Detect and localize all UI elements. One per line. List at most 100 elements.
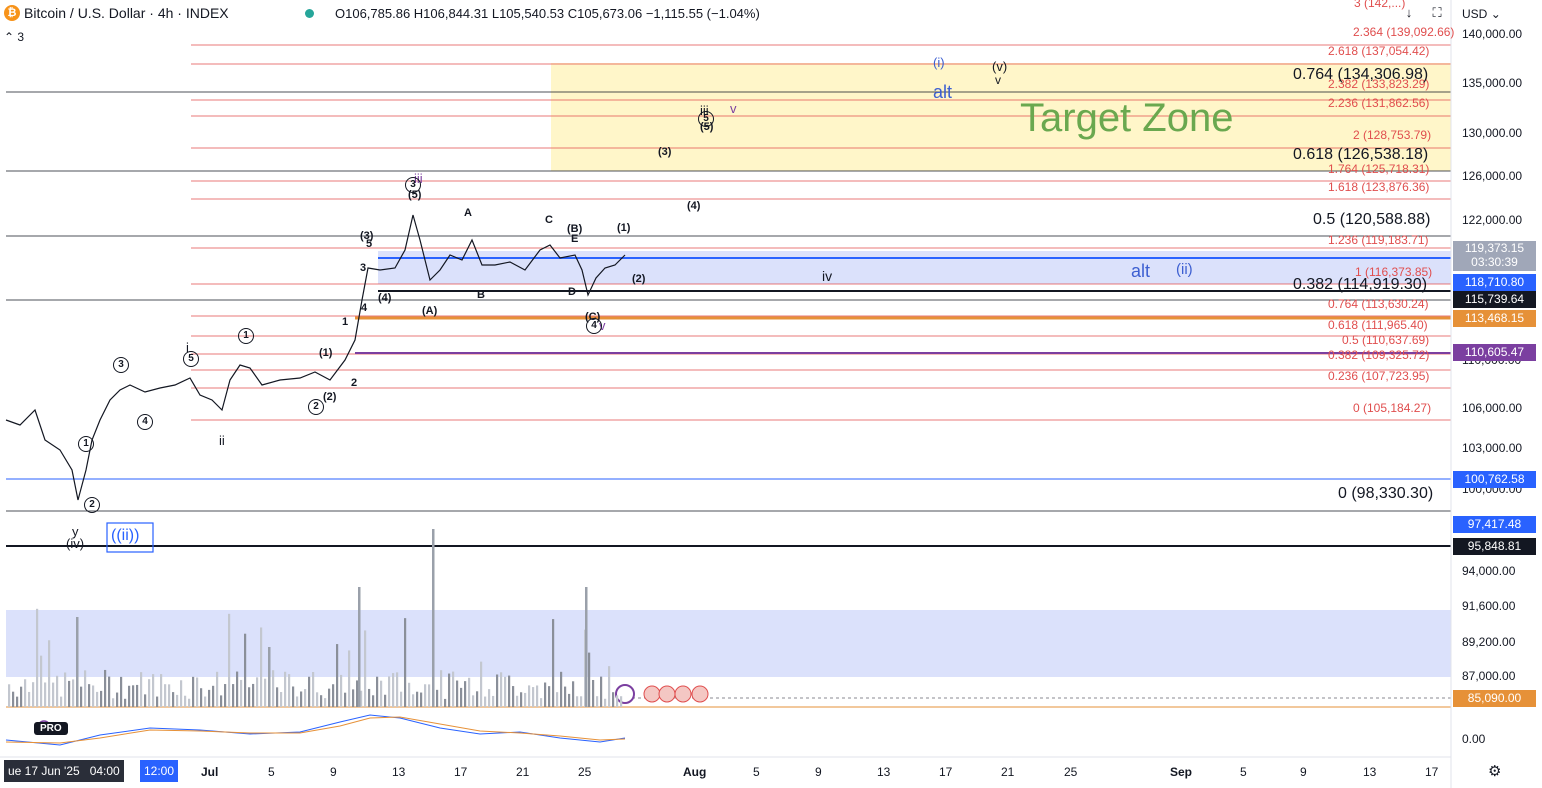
circle-3a: 3 bbox=[113, 357, 129, 373]
price-label-value: 100,762.58 bbox=[1464, 472, 1525, 486]
price-label-value: 118,710.80 bbox=[1464, 275, 1525, 289]
fib-level-label: 2.364 (139,092.66) bbox=[1353, 25, 1455, 39]
currency-label: USD bbox=[1462, 7, 1488, 21]
target-zone-label: Target Zone bbox=[1020, 96, 1234, 140]
fib-level-label: 1.618 (123,876.36) bbox=[1328, 180, 1430, 194]
x-tick: Jul bbox=[201, 765, 219, 779]
price-line bbox=[5, 214, 626, 501]
x-tick: 21 bbox=[516, 765, 530, 779]
price-label-value: 119,373.15 bbox=[1464, 241, 1525, 255]
black-levels bbox=[6, 91, 1451, 512]
fib-level-label: 3 (142,...) bbox=[1354, 0, 1406, 10]
y-tick: 106,000.00 bbox=[1462, 401, 1523, 415]
wave-4: 4 bbox=[361, 302, 368, 314]
y-tick: 130,000.00 bbox=[1462, 126, 1523, 140]
wave-D: D bbox=[568, 286, 576, 298]
fib-big-label: 0 (98,330.30) bbox=[1338, 485, 1434, 502]
x-cursor-time: 04:00 bbox=[89, 764, 120, 778]
x-tick: 13 bbox=[392, 765, 406, 779]
fib-level-label: 2.618 (137,054.42) bbox=[1328, 44, 1430, 58]
price-label-value: 115,739.64 bbox=[1464, 292, 1525, 306]
wave-iv-paren: (iv) bbox=[66, 536, 85, 551]
wave-p1b: (1) bbox=[617, 222, 631, 234]
x-tick: 21 bbox=[1001, 765, 1015, 779]
price-label-value: 85,090.00 bbox=[1467, 691, 1522, 705]
price-label: 95,848.81 bbox=[1453, 538, 1536, 555]
wave-E: E bbox=[571, 233, 579, 245]
wave-3: 3 bbox=[360, 262, 367, 274]
x-cursor-date-text: ue 17 Jun '25 bbox=[8, 764, 80, 778]
alt-label-top: alt bbox=[933, 82, 953, 102]
wave-v-purple2: v bbox=[599, 318, 606, 333]
fib-big-label: 0.764 (134,306.98) bbox=[1293, 66, 1429, 83]
ohlc-values: O106,785.86 H106,844.31 L105,540.53 C105… bbox=[335, 6, 760, 21]
y-tick: 94,000.00 bbox=[1462, 564, 1516, 578]
wave-Ap: (A) bbox=[422, 305, 438, 317]
ii-box bbox=[106, 522, 154, 553]
x-tick: 25 bbox=[1064, 765, 1078, 779]
x-tick: 9 bbox=[1300, 765, 1307, 779]
x-cursor-date: ue 17 Jun '25 04:00 bbox=[4, 760, 124, 782]
wave-2: 2 bbox=[351, 377, 358, 389]
price-label-value: 97,417.48 bbox=[1467, 517, 1522, 531]
fib-level-label: 2 (128,753.79) bbox=[1353, 128, 1432, 142]
volume-bars bbox=[8, 529, 623, 707]
arrow-down-icon[interactable]: ↓ bbox=[1405, 5, 1413, 20]
circle-4b: 4 bbox=[586, 318, 602, 334]
fib-level-label: 1.236 (119,183.71) bbox=[1328, 233, 1429, 247]
price-label: 85,090.00 bbox=[1453, 690, 1536, 707]
fullscreen-icon[interactable]: ⛶ bbox=[1432, 5, 1442, 20]
indicator-count[interactable]: ⌃ 3 bbox=[4, 30, 25, 44]
currency-selector[interactable]: USD ⌄ bbox=[1462, 7, 1501, 21]
consolidation-zone bbox=[378, 251, 1451, 284]
price-label: 115,739.64 bbox=[1453, 291, 1536, 308]
price-label-value: 110,605.47 bbox=[1464, 345, 1525, 359]
fib-big-label: 0.5 (120,588.88) bbox=[1313, 211, 1431, 228]
x-tick: 5 bbox=[753, 765, 760, 779]
price-label: 118,710.80 bbox=[1453, 274, 1536, 291]
x-tick: 13 bbox=[1363, 765, 1377, 779]
price-label: 110,605.47 bbox=[1453, 344, 1536, 361]
settings-gear-icon[interactable]: ⚙ bbox=[1488, 763, 1502, 780]
wave-ii: ii bbox=[219, 433, 225, 448]
x-tick: 9 bbox=[815, 765, 822, 779]
circle-5b: 5 bbox=[698, 111, 714, 127]
chart-header: ₿ Bitcoin / U.S. Dollar · 4h · INDEX O10… bbox=[0, 0, 1450, 28]
fib-level-label: 0 (105,184.27) bbox=[1353, 401, 1432, 415]
y-tick: 91,600.00 bbox=[1462, 599, 1516, 613]
fib-level-label: 0.5 (110,637.69) bbox=[1342, 333, 1430, 347]
x-tick: 25 bbox=[578, 765, 592, 779]
y-tick: 0.00 bbox=[1462, 732, 1486, 746]
x-tick: 17 bbox=[454, 765, 468, 779]
x-tick: 5 bbox=[268, 765, 275, 779]
x-tick: Sep bbox=[1170, 765, 1193, 779]
price-label-value: 95,848.81 bbox=[1467, 539, 1522, 553]
wave-Bp: (B) bbox=[567, 223, 583, 235]
price-label: 113,468.15 bbox=[1453, 310, 1536, 327]
tradingview-pro-badge: PRO bbox=[34, 722, 68, 735]
fib-level-label: 1 (116,373.85) bbox=[1355, 265, 1433, 279]
wave-ii-box: ((ii)) bbox=[111, 527, 140, 544]
symbol-title[interactable]: Bitcoin / U.S. Dollar · 4h · INDEX bbox=[24, 5, 229, 21]
live-dot-icon bbox=[305, 9, 314, 18]
fib-big-label: 0.382 (114,919.30) bbox=[1293, 276, 1428, 293]
wave-v-top: (v) bbox=[992, 59, 1008, 74]
wave-i-top: (i) bbox=[933, 55, 945, 70]
wave-y: y bbox=[72, 524, 79, 539]
wave-p1: (1) bbox=[319, 347, 333, 359]
fib-level-label: 2.236 (131,862.56) bbox=[1328, 96, 1430, 110]
x-tick: 5 bbox=[1240, 765, 1247, 779]
wave-C: C bbox=[545, 214, 553, 226]
fib-lines bbox=[191, 44, 1451, 421]
y-tick: 126,000.00 bbox=[1462, 169, 1523, 183]
circle-1a: 1 bbox=[78, 436, 94, 452]
fib-level-label: 0.236 (107,723.95) bbox=[1328, 369, 1430, 383]
fib-level-label: 2.382 (133,823.29) bbox=[1328, 77, 1430, 91]
event-flags-icon bbox=[615, 684, 709, 704]
indicator-count-value: 3 bbox=[17, 30, 25, 44]
wave-p2: (2) bbox=[323, 391, 337, 403]
circle-5a: 5 bbox=[183, 351, 199, 367]
price-label: 100,762.58 bbox=[1453, 471, 1536, 488]
